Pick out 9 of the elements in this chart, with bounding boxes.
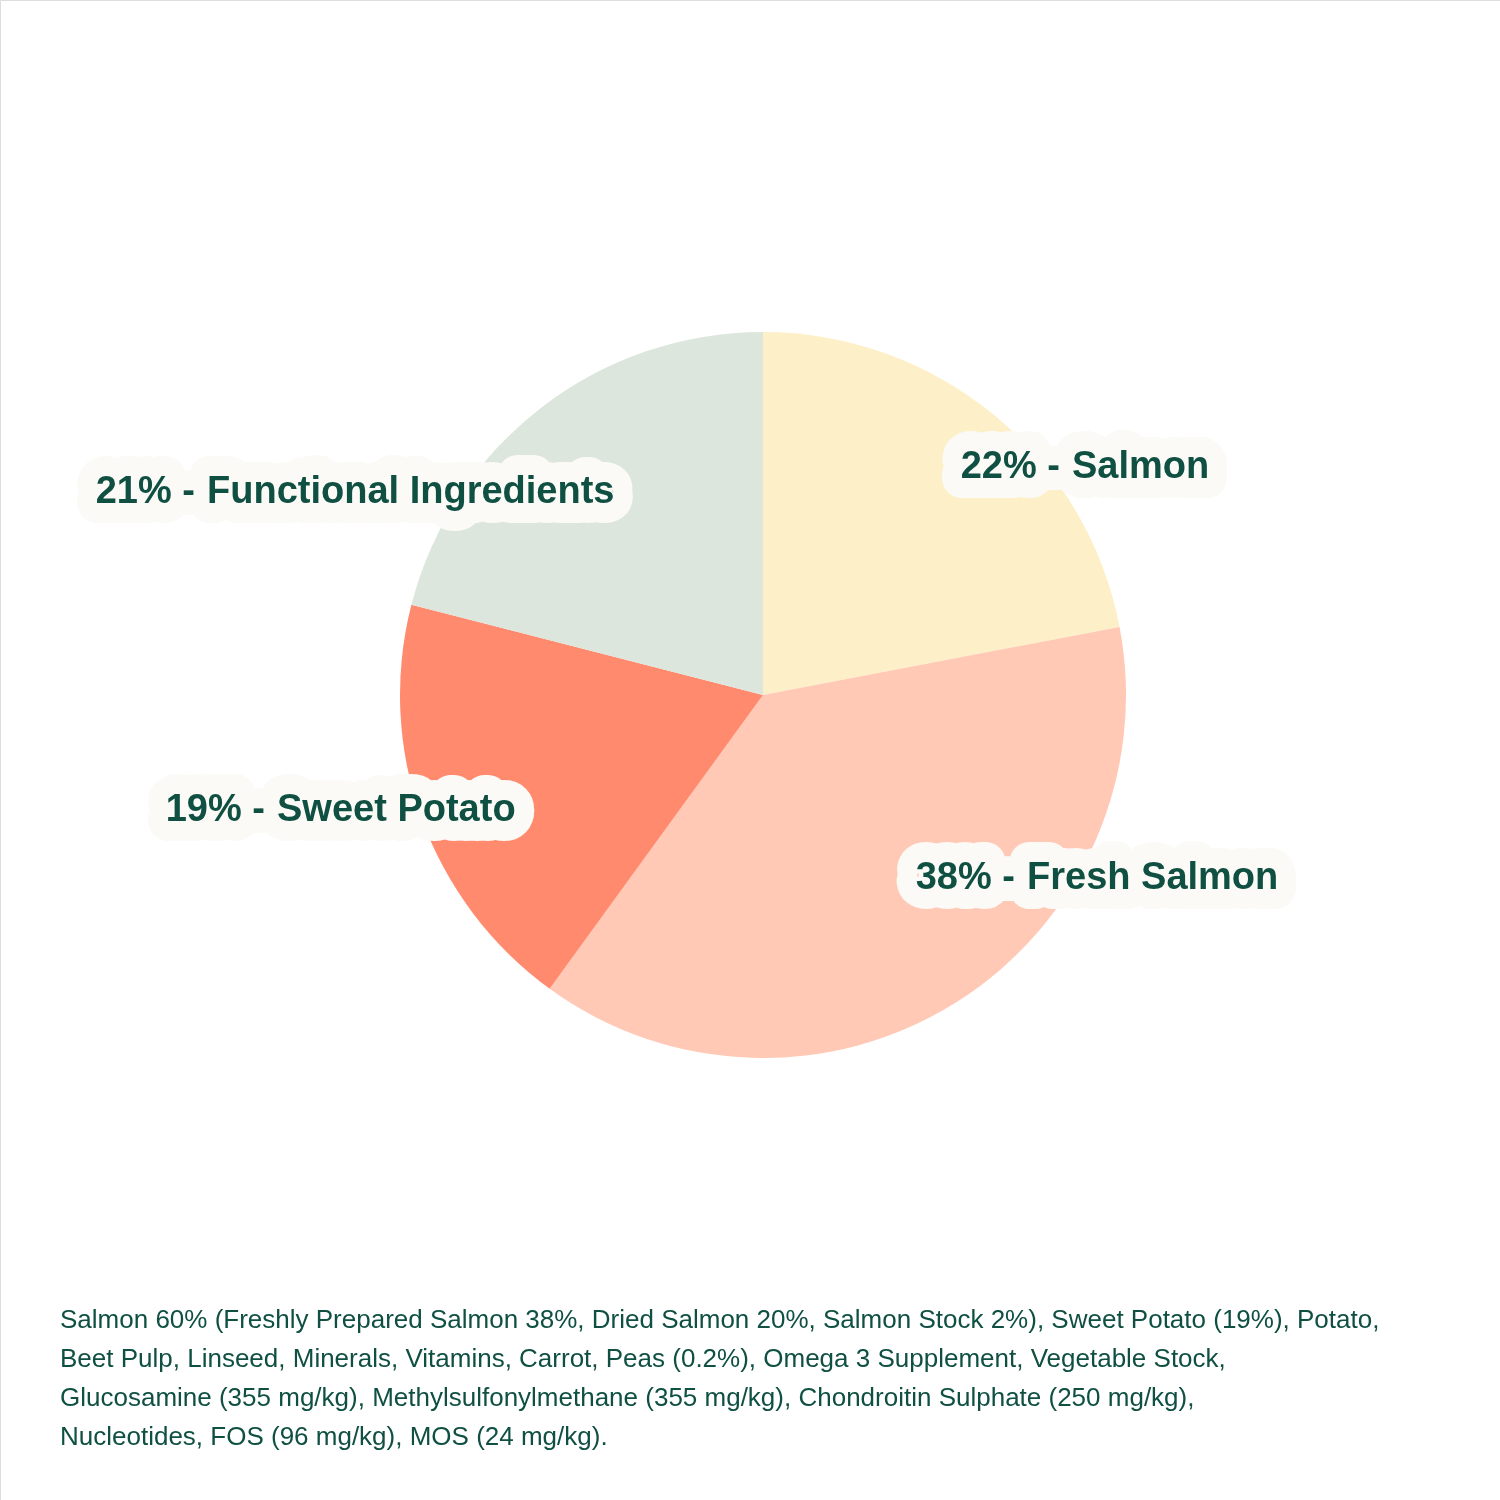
data-label: 21% - — [95, 469, 195, 511]
data-label: 38% - — [915, 855, 1015, 897]
pie-slice — [400, 604, 763, 989]
data-label: 19% - — [165, 787, 265, 829]
text: Salmon 60% (Freshly Prepared Salmon 38%, Dried Salmon 20%, Salmon Stock 2%), Sweet Potato (19%), Potato, Beet Pulp, Linseed, Minerals, Vitamins, Carrot, Peas (0.2%), Omega 3 Supplement, Vegetable Stock, Glucosamine (355 mg/kg), Methylsulfonylmethane (355 mg/kg), Chondroitin Sulphate (250 mg/kg), Nucleotides, FOS (96 mg/kg), MOS (24 mg/kg). — [60, 1304, 1380, 1451]
slice-label: Salmon — [1072, 444, 1210, 486]
data-label: 22% - — [960, 444, 1060, 486]
slice-label: Fresh Salmon — [1027, 855, 1279, 897]
slice-label: Functional Ingredients — [207, 469, 615, 511]
